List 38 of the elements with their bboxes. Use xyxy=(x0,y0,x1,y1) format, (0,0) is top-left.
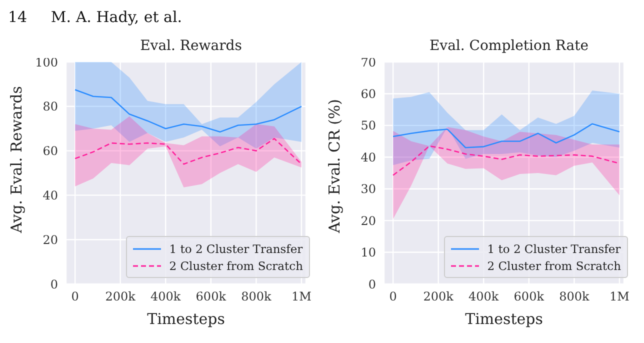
x-axis-title: Timesteps xyxy=(147,310,225,328)
line-series xyxy=(74,89,302,133)
legend-label: 1 to 2 Cluster Transfer xyxy=(487,242,621,256)
y-tick-label: 60 xyxy=(42,144,58,158)
y-tick-label: 40 xyxy=(42,188,58,202)
x-tick-label: 0 xyxy=(71,290,79,304)
x-tick-label: 0 xyxy=(389,290,397,304)
y-tick-label: 30 xyxy=(360,182,376,196)
y-tick-label: 0 xyxy=(50,277,58,292)
legend-label: 2 Cluster from Scratch xyxy=(487,258,621,272)
x-tick-label: 400k xyxy=(468,290,500,304)
y-tick-label: 0 xyxy=(368,277,376,292)
x-tick-label: 800k xyxy=(241,290,272,304)
y-tick-label: 20 xyxy=(42,232,58,247)
y-tick-label: 20 xyxy=(360,214,376,228)
y-tick-label: 50 xyxy=(360,118,376,133)
legend-label: 1 to 2 Cluster Transfer xyxy=(169,242,303,256)
x-tick-label: 1M xyxy=(292,290,312,304)
x-tick-label: 200k xyxy=(423,290,454,304)
chart-title: Eval. Completion Rate xyxy=(429,38,589,54)
x-tick-label: 600k xyxy=(514,290,545,304)
y-tick-label: 40 xyxy=(360,150,376,164)
x-axis-title: Timesteps xyxy=(465,310,543,328)
y-tick-label: 80 xyxy=(42,100,58,114)
x-tick-label: 400k xyxy=(150,290,182,304)
x-tick-label: 1M xyxy=(610,290,630,304)
x-tick-label: 800k xyxy=(559,290,590,304)
x-tick-label: 200k xyxy=(105,290,136,304)
y-tick-label: 10 xyxy=(360,246,376,260)
line-series xyxy=(392,123,620,148)
legend-label: 2 Cluster from Scratch xyxy=(169,258,303,272)
y-axis-title: Avg. Eval. Rewards xyxy=(7,86,26,234)
text: 14 M. A. Hady, et al. xyxy=(8,8,182,26)
y-tick-label: 60 xyxy=(360,86,376,101)
x-tick-label: 600k xyxy=(196,290,227,304)
line-series xyxy=(74,138,302,165)
y-axis-title: Avg. Eval. CR (%) xyxy=(325,98,344,234)
chart-title: Eval. Rewards xyxy=(140,38,242,54)
